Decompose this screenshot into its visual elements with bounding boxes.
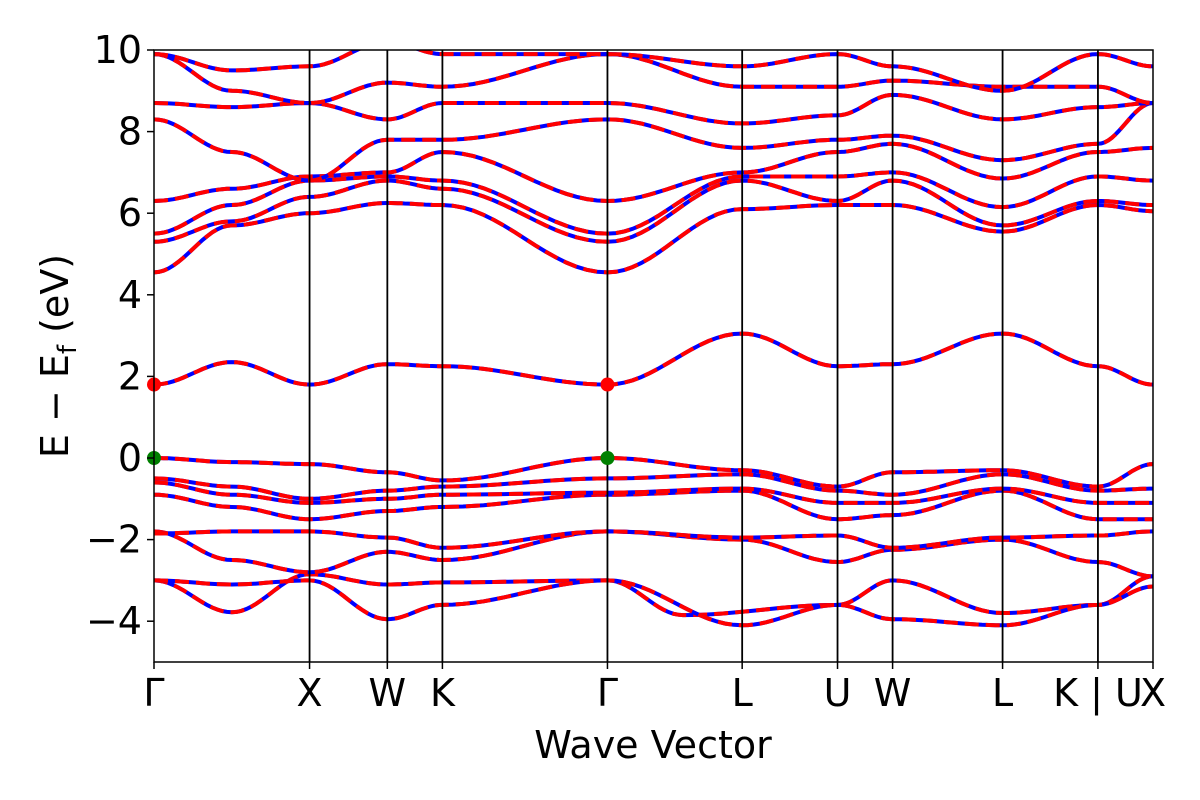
y-tick-label-7: 10 <box>94 28 142 72</box>
band-line-blue-4 <box>154 488 1153 522</box>
band-line-red-9 <box>154 201 1153 275</box>
band-line-red-1 <box>154 578 1153 628</box>
high-symmetry-lines <box>308 50 1099 662</box>
band-line-red-7 <box>154 455 1153 489</box>
band-line-red-3 <box>154 529 1153 550</box>
y-tick-label-2: 0 <box>118 436 142 480</box>
y-tick-label-5: 6 <box>118 191 142 235</box>
band-line-red-12 <box>154 141 1153 204</box>
y-axis-ticks: −4 −2 0 2 4 6 8 10 <box>86 28 154 643</box>
y-tick-label-4: 4 <box>118 273 142 317</box>
x-tick-label-10: X <box>1140 671 1166 715</box>
band-edge-marker-1 <box>600 377 615 392</box>
plot-frame <box>153 49 1154 663</box>
band-line-red-10 <box>154 178 1153 244</box>
y-axis-label: E − Ef (eV) <box>33 254 83 458</box>
band-edge-markers <box>147 377 615 465</box>
band-line-red-0 <box>154 572 1153 618</box>
x-tick-label-1: X <box>297 671 323 715</box>
band-edge-marker-3 <box>600 451 615 465</box>
y-tick-label-3: 2 <box>118 354 142 398</box>
x-tick-label-5: L <box>732 671 753 715</box>
x-tick-label-9: K | U <box>1053 671 1143 716</box>
band-lines <box>154 50 1153 628</box>
band-line-red-14 <box>154 92 1153 126</box>
band-line-red-16 <box>154 50 1153 93</box>
x-tick-label-8: L <box>992 671 1013 715</box>
band-line-red-11 <box>154 170 1153 236</box>
x-tick-label-4: Γ <box>597 671 618 715</box>
y-tick-label-1: −2 <box>86 518 142 562</box>
band-line-red-8 <box>154 331 1153 387</box>
y-tick-label-6: 8 <box>118 110 142 154</box>
x-tick-label-3: K <box>430 671 456 715</box>
x-tick-label-6: U <box>824 671 852 715</box>
x-axis-label: Wave Vector <box>534 723 772 767</box>
band-line-red-6 <box>154 472 1153 501</box>
y-tick-label-0: −4 <box>86 599 142 643</box>
x-tick-label-2: W <box>369 671 407 715</box>
band-line-red-13 <box>154 101 1153 183</box>
x-tick-label-0: Γ <box>143 671 164 715</box>
band-line-red-5 <box>154 480 1153 505</box>
x-tick-label-7: W <box>874 671 912 715</box>
